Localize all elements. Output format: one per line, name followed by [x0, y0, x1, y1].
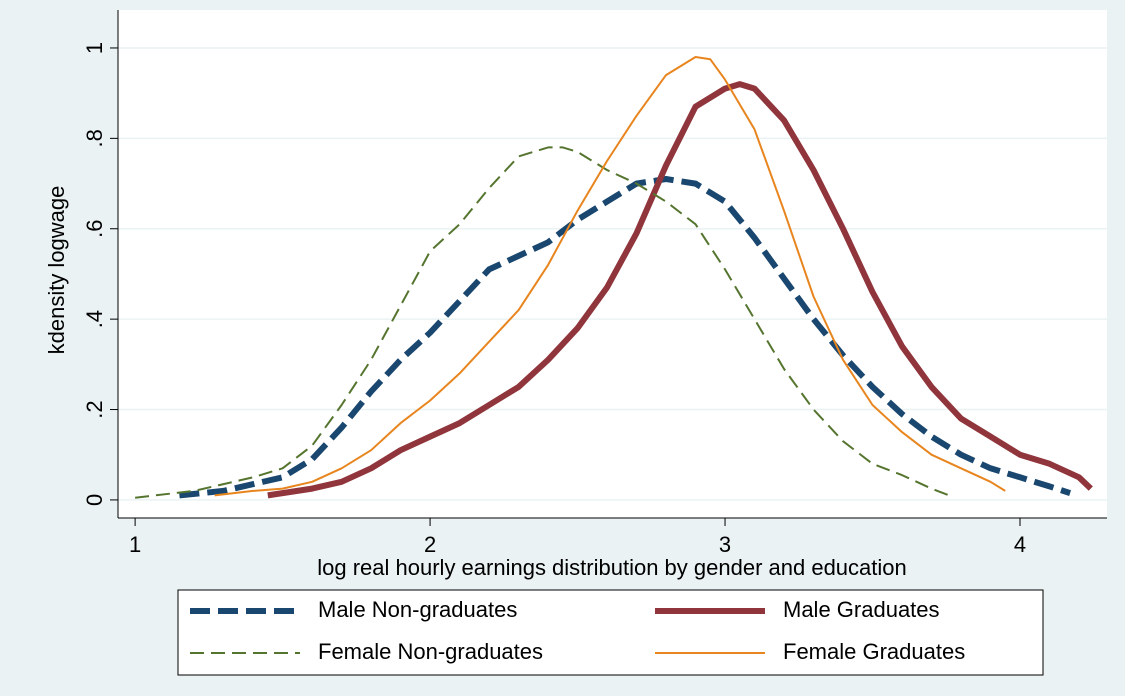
series-line: [267, 81, 1093, 499]
x-tick-label: 4: [1014, 532, 1026, 557]
legend-label: Female Graduates: [783, 639, 965, 664]
legend-label: Male Graduates: [783, 597, 940, 622]
legend-label: Female Non-graduates: [318, 639, 543, 664]
y-tick-label: .2: [82, 400, 107, 418]
series-line: [214, 56, 1006, 497]
series-line: [179, 176, 1072, 499]
y-tick-label: 0: [82, 494, 107, 506]
x-tick-label: 3: [719, 532, 731, 557]
legend-label: Male Non-graduates: [318, 597, 517, 622]
series-line: [134, 146, 950, 499]
x-tick-label: 2: [424, 532, 436, 557]
x-axis-title: log real hourly earnings distribution by…: [317, 555, 907, 580]
y-tick-label: .8: [82, 129, 107, 147]
x-tick-label: 1: [129, 532, 141, 557]
y-axis-title: kdensity logwage: [44, 186, 69, 355]
y-tick-label: .6: [82, 220, 107, 238]
plot-area: [118, 10, 1107, 518]
y-tick-label: 1: [82, 42, 107, 54]
legend-box: [177, 589, 1044, 676]
y-tick-label: .4: [82, 310, 107, 328]
